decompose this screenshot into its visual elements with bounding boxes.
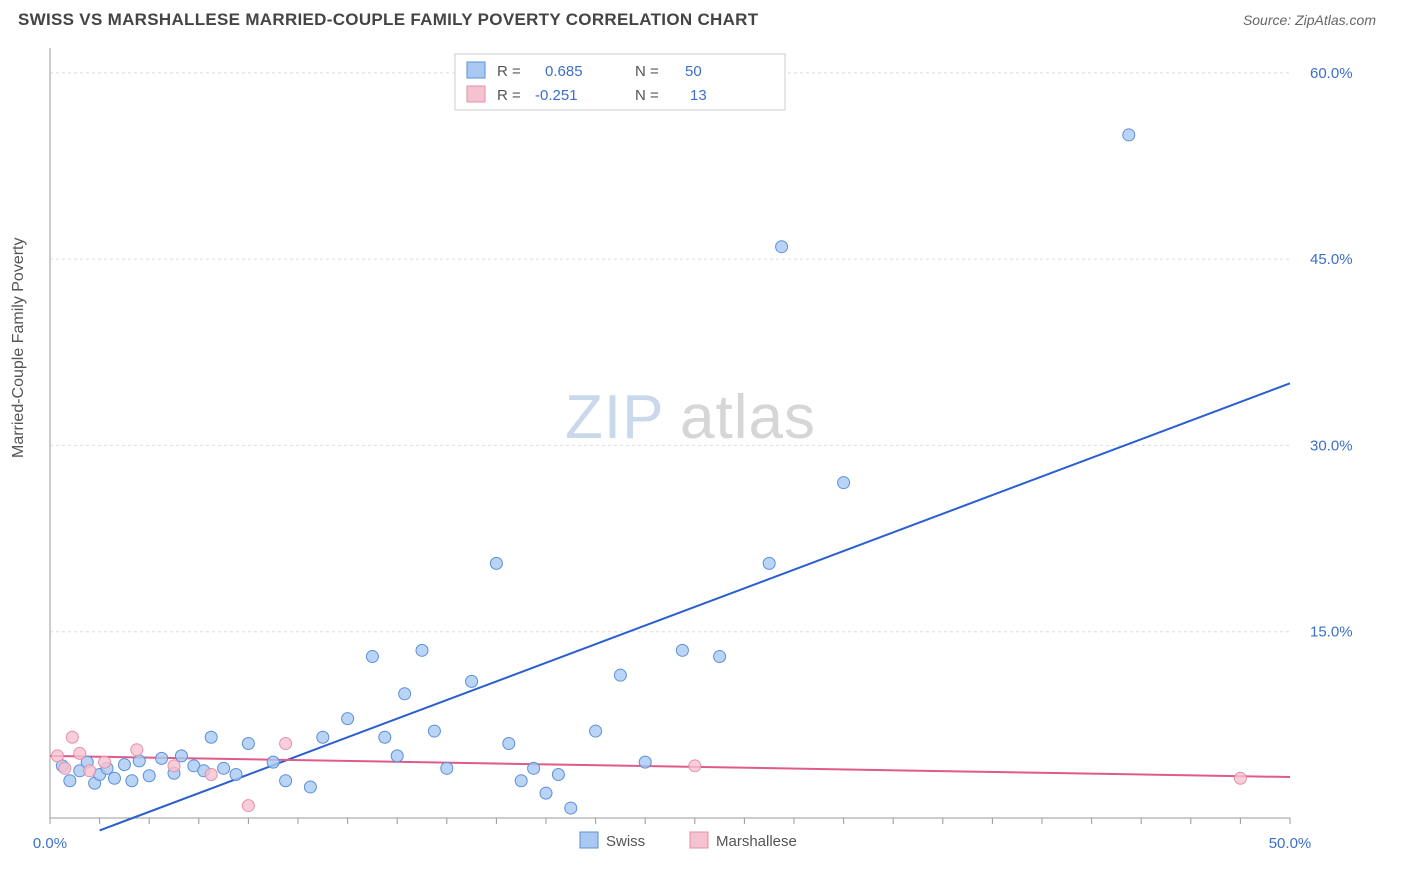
x-tick-label: 50.0%: [1269, 835, 1312, 852]
data-point: [64, 775, 76, 787]
data-point: [230, 769, 242, 781]
data-point: [714, 651, 726, 663]
legend-n-label: N =: [635, 63, 659, 80]
bottom-legend-marshallese: Marshallese: [716, 833, 797, 850]
legend-n-label: N =: [635, 87, 659, 104]
x-tick-label: 0.0%: [33, 835, 67, 852]
data-point: [528, 762, 540, 774]
data-point: [267, 756, 279, 768]
data-point: [84, 765, 96, 777]
data-point: [118, 759, 130, 771]
data-point: [205, 731, 217, 743]
bottom-legend-swatch-swiss: [580, 832, 598, 848]
data-point: [317, 731, 329, 743]
watermark-atlas: atlas: [680, 383, 816, 452]
data-point: [416, 644, 428, 656]
data-point: [466, 675, 478, 687]
data-point: [59, 762, 71, 774]
data-point: [205, 769, 217, 781]
bottom-legend-swatch-marshallese: [690, 832, 708, 848]
data-point: [503, 737, 515, 749]
data-point: [379, 731, 391, 743]
data-point: [391, 750, 403, 762]
y-axis-label: Married-Couple Family Poverty: [10, 237, 28, 458]
y-tick-label: 15.0%: [1310, 624, 1353, 641]
data-point: [540, 787, 552, 799]
data-point: [366, 651, 378, 663]
data-point: [776, 241, 788, 253]
data-point: [168, 760, 180, 772]
chart-header: SWISS VS MARSHALLESE MARRIED-COUPLE FAMI…: [0, 0, 1406, 38]
data-point: [280, 737, 292, 749]
data-point: [51, 750, 63, 762]
legend-n-value-marshallese: 13: [690, 87, 707, 104]
data-point: [280, 775, 292, 787]
data-point: [156, 752, 168, 764]
data-point: [126, 775, 138, 787]
data-point: [590, 725, 602, 737]
legend-swatch-swiss: [467, 62, 485, 78]
data-point: [1123, 129, 1135, 141]
y-tick-label: 30.0%: [1310, 437, 1353, 454]
legend-r-label: R =: [497, 63, 521, 80]
legend-r-value-marshallese: -0.251: [535, 87, 578, 104]
legend-r-value-swiss: 0.685: [545, 63, 583, 80]
data-point: [614, 669, 626, 681]
data-point: [399, 688, 411, 700]
scatter-chart: ZIPatlas 15.0% 30.0% 45.0% 60.0% 0.0% 50.0% R =…: [0, 38, 1406, 888]
data-point: [689, 760, 701, 772]
chart-source: Source: ZipAtlas.com: [1243, 12, 1376, 28]
legend-swatch-marshallese: [467, 86, 485, 102]
data-point: [838, 477, 850, 489]
y-tick-label: 60.0%: [1310, 65, 1353, 82]
chart-area: Married-Couple Family Poverty ZIPatlas 15…: [0, 38, 1406, 888]
data-point: [428, 725, 440, 737]
data-point: [131, 744, 143, 756]
data-point: [99, 756, 111, 768]
data-point: [143, 770, 155, 782]
data-point: [1234, 772, 1246, 784]
data-point: [342, 713, 354, 725]
data-point: [763, 557, 775, 569]
data-point: [639, 756, 651, 768]
y-tick-label: 45.0%: [1310, 251, 1353, 268]
bottom-legend-swiss: Swiss: [606, 833, 645, 850]
data-point: [133, 755, 145, 767]
data-point: [490, 557, 502, 569]
data-point: [552, 769, 564, 781]
data-point: [108, 772, 120, 784]
data-point: [676, 644, 688, 656]
data-point: [74, 747, 86, 759]
data-point: [304, 781, 316, 793]
data-point: [441, 762, 453, 774]
data-point: [242, 800, 254, 812]
chart-title: SWISS VS MARSHALLESE MARRIED-COUPLE FAMI…: [18, 10, 758, 30]
data-point: [242, 737, 254, 749]
data-point: [515, 775, 527, 787]
watermark-zip: ZIP: [565, 383, 664, 452]
data-point: [218, 762, 230, 774]
data-point: [175, 750, 187, 762]
data-point: [66, 731, 78, 743]
legend-r-label: R =: [497, 87, 521, 104]
legend-n-value-swiss: 50: [685, 63, 702, 80]
data-point: [565, 802, 577, 814]
